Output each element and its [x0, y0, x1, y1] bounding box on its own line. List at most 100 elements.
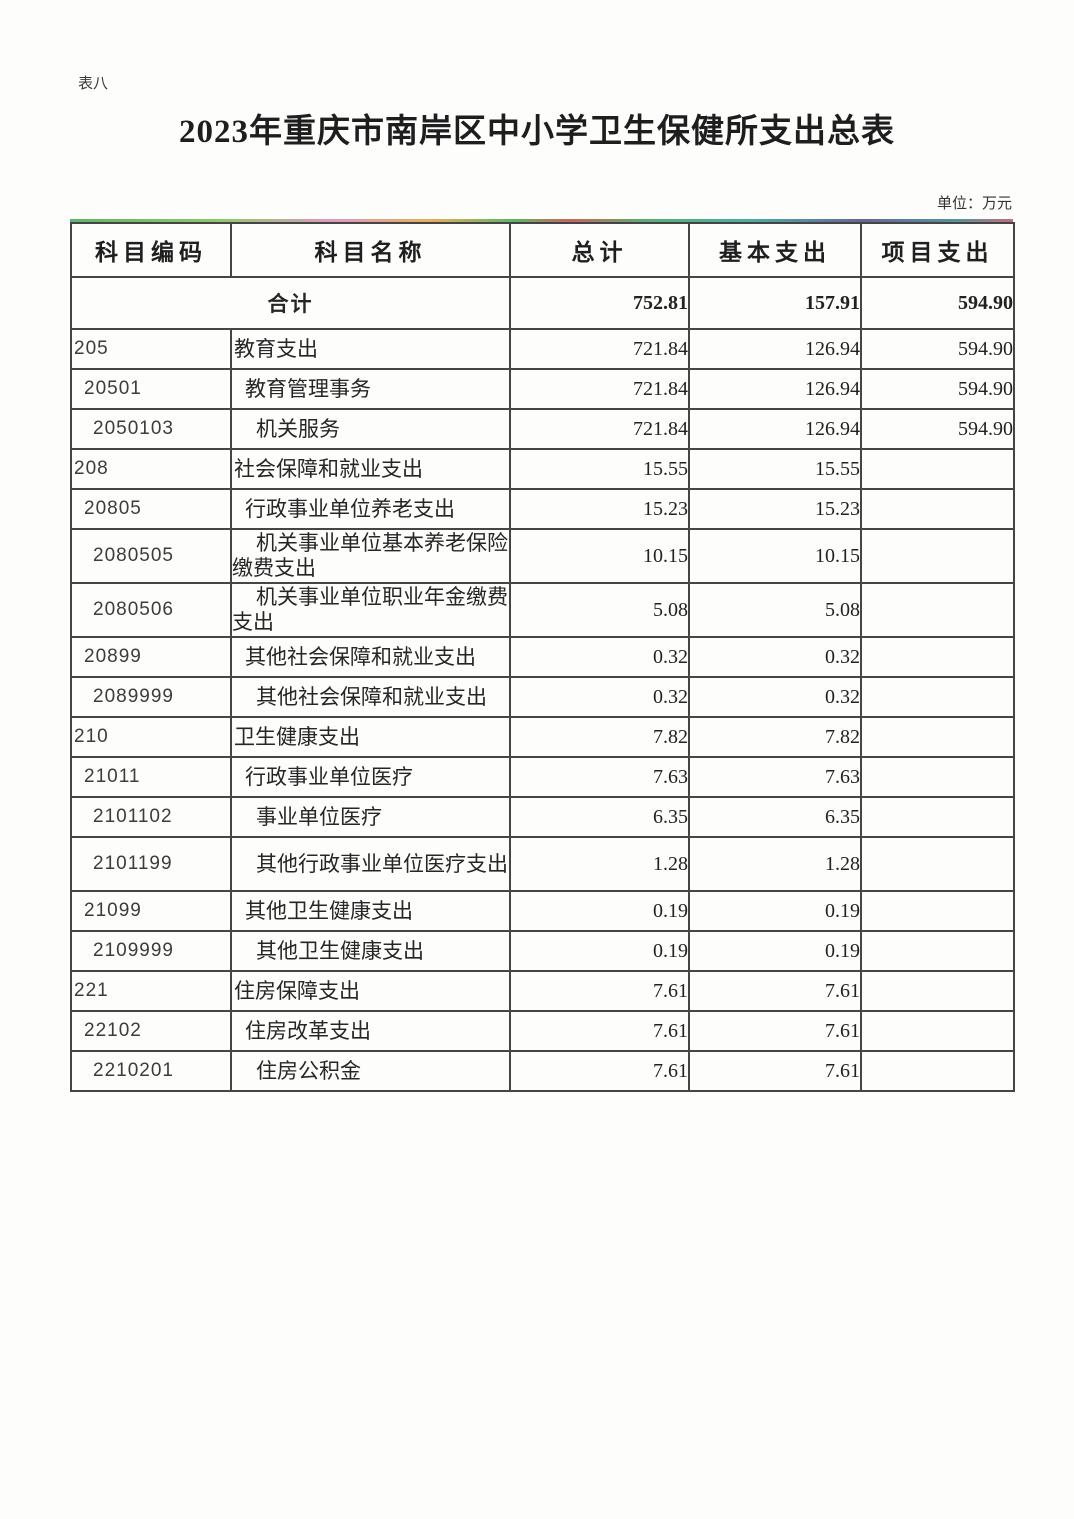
- total-cell: 7.61: [509, 970, 690, 1012]
- project-cell: [860, 1050, 1015, 1092]
- table-row: 205 教育支出 721.84 126.94 594.90: [70, 328, 1015, 370]
- subject-code-cell: 2080505: [70, 528, 232, 584]
- basic-cell: 7.61: [688, 1010, 862, 1052]
- total-cell: 7.61: [509, 1010, 690, 1052]
- subject-name-cell: 其他卫生健康支出: [230, 930, 511, 972]
- basic-cell: 0.19: [688, 930, 862, 972]
- subject-code-cell: 20899: [70, 636, 232, 678]
- table-row: 210 卫生健康支出 7.82 7.82: [70, 716, 1015, 758]
- project-cell: [860, 488, 1015, 530]
- basic-cell: 126.94: [688, 328, 862, 370]
- subject-code-cell: 210: [70, 716, 232, 758]
- subject-code-cell: 2101102: [70, 796, 232, 838]
- subject-name-cell: 行政事业单位医疗: [230, 756, 511, 798]
- basic-cell: 7.82: [688, 716, 862, 758]
- project-cell: [860, 1010, 1015, 1052]
- project-cell: [860, 970, 1015, 1012]
- total-cell: 7.63: [509, 756, 690, 798]
- project-cell: 594.90: [860, 368, 1015, 410]
- table-row: 2089999 其他社会保障和就业支出 0.32 0.32: [70, 676, 1015, 718]
- table-row: 2101199 其他行政事业单位医疗支出 1.28 1.28: [70, 836, 1015, 892]
- project-cell: [860, 836, 1015, 892]
- project-cell: [860, 676, 1015, 718]
- total-cell: 1.28: [509, 836, 690, 892]
- basic-cell: 1.28: [688, 836, 862, 892]
- subject-name-cell: 住房保障支出: [230, 970, 511, 1012]
- subject-name-cell: 社会保障和就业支出: [230, 448, 511, 490]
- total-cell: 6.35: [509, 796, 690, 838]
- table-row: 2080506 机关事业单位职业年金缴费支出 5.08 5.08: [70, 582, 1015, 638]
- subject-code-cell: 22102: [70, 1010, 232, 1052]
- header-project-expenditure: 项目支出: [860, 222, 1015, 278]
- total-cell: 15.55: [509, 448, 690, 490]
- grand-total-basic: 157.91: [688, 276, 862, 330]
- basic-cell: 0.19: [688, 890, 862, 932]
- table-row: 21011 行政事业单位医疗 7.63 7.63: [70, 756, 1015, 798]
- grand-total-label: 合计: [70, 276, 511, 330]
- subject-name-cell: 机关事业单位基本养老保险缴费支出: [230, 528, 511, 584]
- subject-name-cell: 住房改革支出: [230, 1010, 511, 1052]
- basic-cell: 126.94: [688, 368, 862, 410]
- subject-name-cell: 机关事业单位职业年金缴费支出: [230, 582, 511, 638]
- project-cell: [860, 636, 1015, 678]
- table-row: 20899 其他社会保障和就业支出 0.32 0.32: [70, 636, 1015, 678]
- table-row: 20501 教育管理事务 721.84 126.94 594.90: [70, 368, 1015, 410]
- header-total: 总计: [509, 222, 690, 278]
- table-row: 208 社会保障和就业支出 15.55 15.55: [70, 448, 1015, 490]
- header-row: 科目编码 科目名称 总计 基本支出 项目支出: [70, 222, 1015, 278]
- subject-name-cell: 其他社会保障和就业支出: [230, 636, 511, 678]
- table-number-label: 表八: [78, 75, 109, 92]
- subject-code-cell: 221: [70, 970, 232, 1012]
- table-row: 20805 行政事业单位养老支出 15.23 15.23: [70, 488, 1015, 530]
- scan-artifact-line: [70, 219, 1013, 223]
- total-cell: 721.84: [509, 408, 690, 450]
- basic-cell: 7.61: [688, 970, 862, 1012]
- subject-name-cell: 其他行政事业单位医疗支出: [230, 836, 511, 892]
- subject-code-cell: 2210201: [70, 1050, 232, 1092]
- project-cell: [860, 582, 1015, 638]
- basic-cell: 5.08: [688, 582, 862, 638]
- project-cell: [860, 890, 1015, 932]
- header-subject-name: 科目名称: [230, 222, 511, 278]
- table-row: 22102 住房改革支出 7.61 7.61: [70, 1010, 1015, 1052]
- subject-name-cell: 其他社会保障和就业支出: [230, 676, 511, 718]
- table-row: 2101102 事业单位医疗 6.35 6.35: [70, 796, 1015, 838]
- subject-name-cell: 行政事业单位养老支出: [230, 488, 511, 530]
- total-cell: 721.84: [509, 368, 690, 410]
- table-row: 221 住房保障支出 7.61 7.61: [70, 970, 1015, 1012]
- header-basic-expenditure: 基本支出: [688, 222, 862, 278]
- table-row: 2109999 其他卫生健康支出 0.19 0.19: [70, 930, 1015, 972]
- project-cell: [860, 756, 1015, 798]
- total-cell: 0.19: [509, 890, 690, 932]
- table-row: 2080505 机关事业单位基本养老保险缴费支出 10.15 10.15: [70, 528, 1015, 584]
- grand-total-total: 752.81: [509, 276, 690, 330]
- total-cell: 721.84: [509, 328, 690, 370]
- basic-cell: 7.63: [688, 756, 862, 798]
- subject-code-cell: 2089999: [70, 676, 232, 718]
- total-cell: 5.08: [509, 582, 690, 638]
- project-cell: [860, 930, 1015, 972]
- header-subject-code: 科目编码: [70, 222, 232, 278]
- basic-cell: 126.94: [688, 408, 862, 450]
- project-cell: [860, 716, 1015, 758]
- subject-name-cell: 教育管理事务: [230, 368, 511, 410]
- table-row: 2210201 住房公积金 7.61 7.61: [70, 1050, 1015, 1092]
- total-cell: 7.82: [509, 716, 690, 758]
- grand-total-project: 594.90: [860, 276, 1015, 330]
- subject-code-cell: 2050103: [70, 408, 232, 450]
- subject-code-cell: 2080506: [70, 582, 232, 638]
- subject-code-cell: 20805: [70, 488, 232, 530]
- table-row: 21099 其他卫生健康支出 0.19 0.19: [70, 890, 1015, 932]
- subject-code-cell: 2101199: [70, 836, 232, 892]
- subject-name-cell: 机关服务: [230, 408, 511, 450]
- subject-name-cell: 其他卫生健康支出: [230, 890, 511, 932]
- subject-name-cell: 事业单位医疗: [230, 796, 511, 838]
- project-cell: [860, 528, 1015, 584]
- table-row: 2050103 机关服务 721.84 126.94 594.90: [70, 408, 1015, 450]
- basic-cell: 10.15: [688, 528, 862, 584]
- basic-cell: 15.55: [688, 448, 862, 490]
- project-cell: 594.90: [860, 408, 1015, 450]
- total-cell: 15.23: [509, 488, 690, 530]
- subject-code-cell: 21011: [70, 756, 232, 798]
